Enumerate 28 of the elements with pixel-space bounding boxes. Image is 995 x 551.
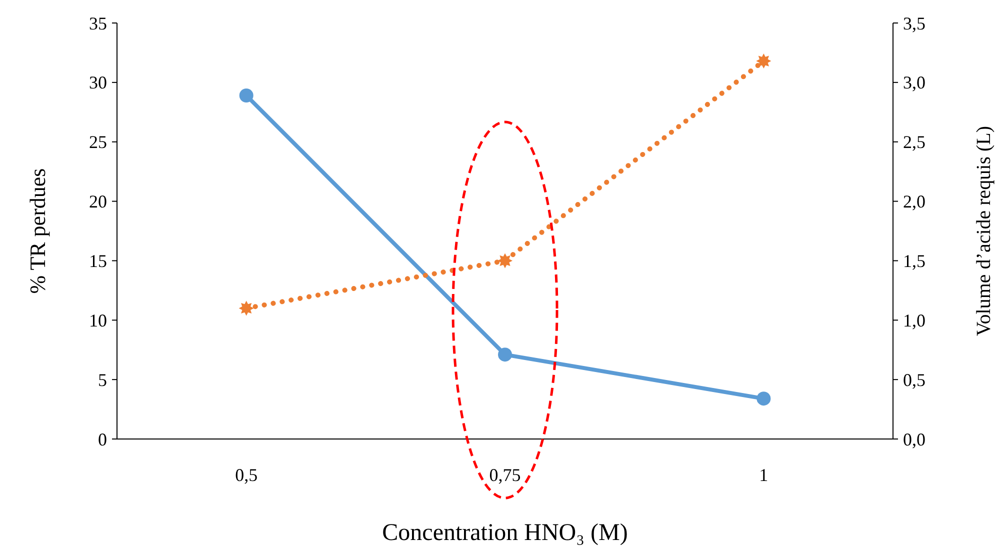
x-tick-label: 0,5 — [235, 465, 258, 485]
x-tick-label: 0,75 — [489, 465, 521, 485]
y2-tick-label: 0,5 — [903, 370, 926, 390]
x-tick-label: 1 — [759, 465, 768, 485]
y-axis-title: % TR perdues — [25, 168, 50, 294]
y2-tick-label: 2,0 — [903, 192, 926, 212]
y2-tick-label: 1,5 — [903, 251, 926, 272]
point — [238, 300, 254, 316]
point — [756, 392, 771, 406]
y-tick-label: 20 — [89, 192, 107, 212]
point — [756, 54, 772, 69]
y-tick-label: 5 — [98, 370, 107, 390]
point — [498, 253, 512, 268]
y-tick-label: 30 — [89, 72, 107, 93]
y-tick-label: 15 — [89, 251, 107, 272]
y-tick-label: 35 — [89, 13, 107, 34]
y2-tick-label: 0,0 — [903, 429, 926, 450]
point — [239, 88, 254, 103]
y2-tick-label: 2,5 — [903, 132, 926, 152]
point — [498, 348, 512, 362]
y2-tick-label: 3,0 — [903, 72, 926, 93]
y2-tick-label: 3,5 — [903, 13, 926, 34]
y2-tick-label: 1,0 — [903, 310, 926, 330]
y-tick-label: 25 — [89, 132, 107, 152]
y2-axis-title: Volume d’acide requis (L) — [973, 126, 995, 336]
y-tick-label: 10 — [89, 310, 107, 330]
x-axis-title: Concentration HNO₃ (M) — [382, 520, 628, 546]
y-tick-label: 0 — [98, 429, 107, 450]
